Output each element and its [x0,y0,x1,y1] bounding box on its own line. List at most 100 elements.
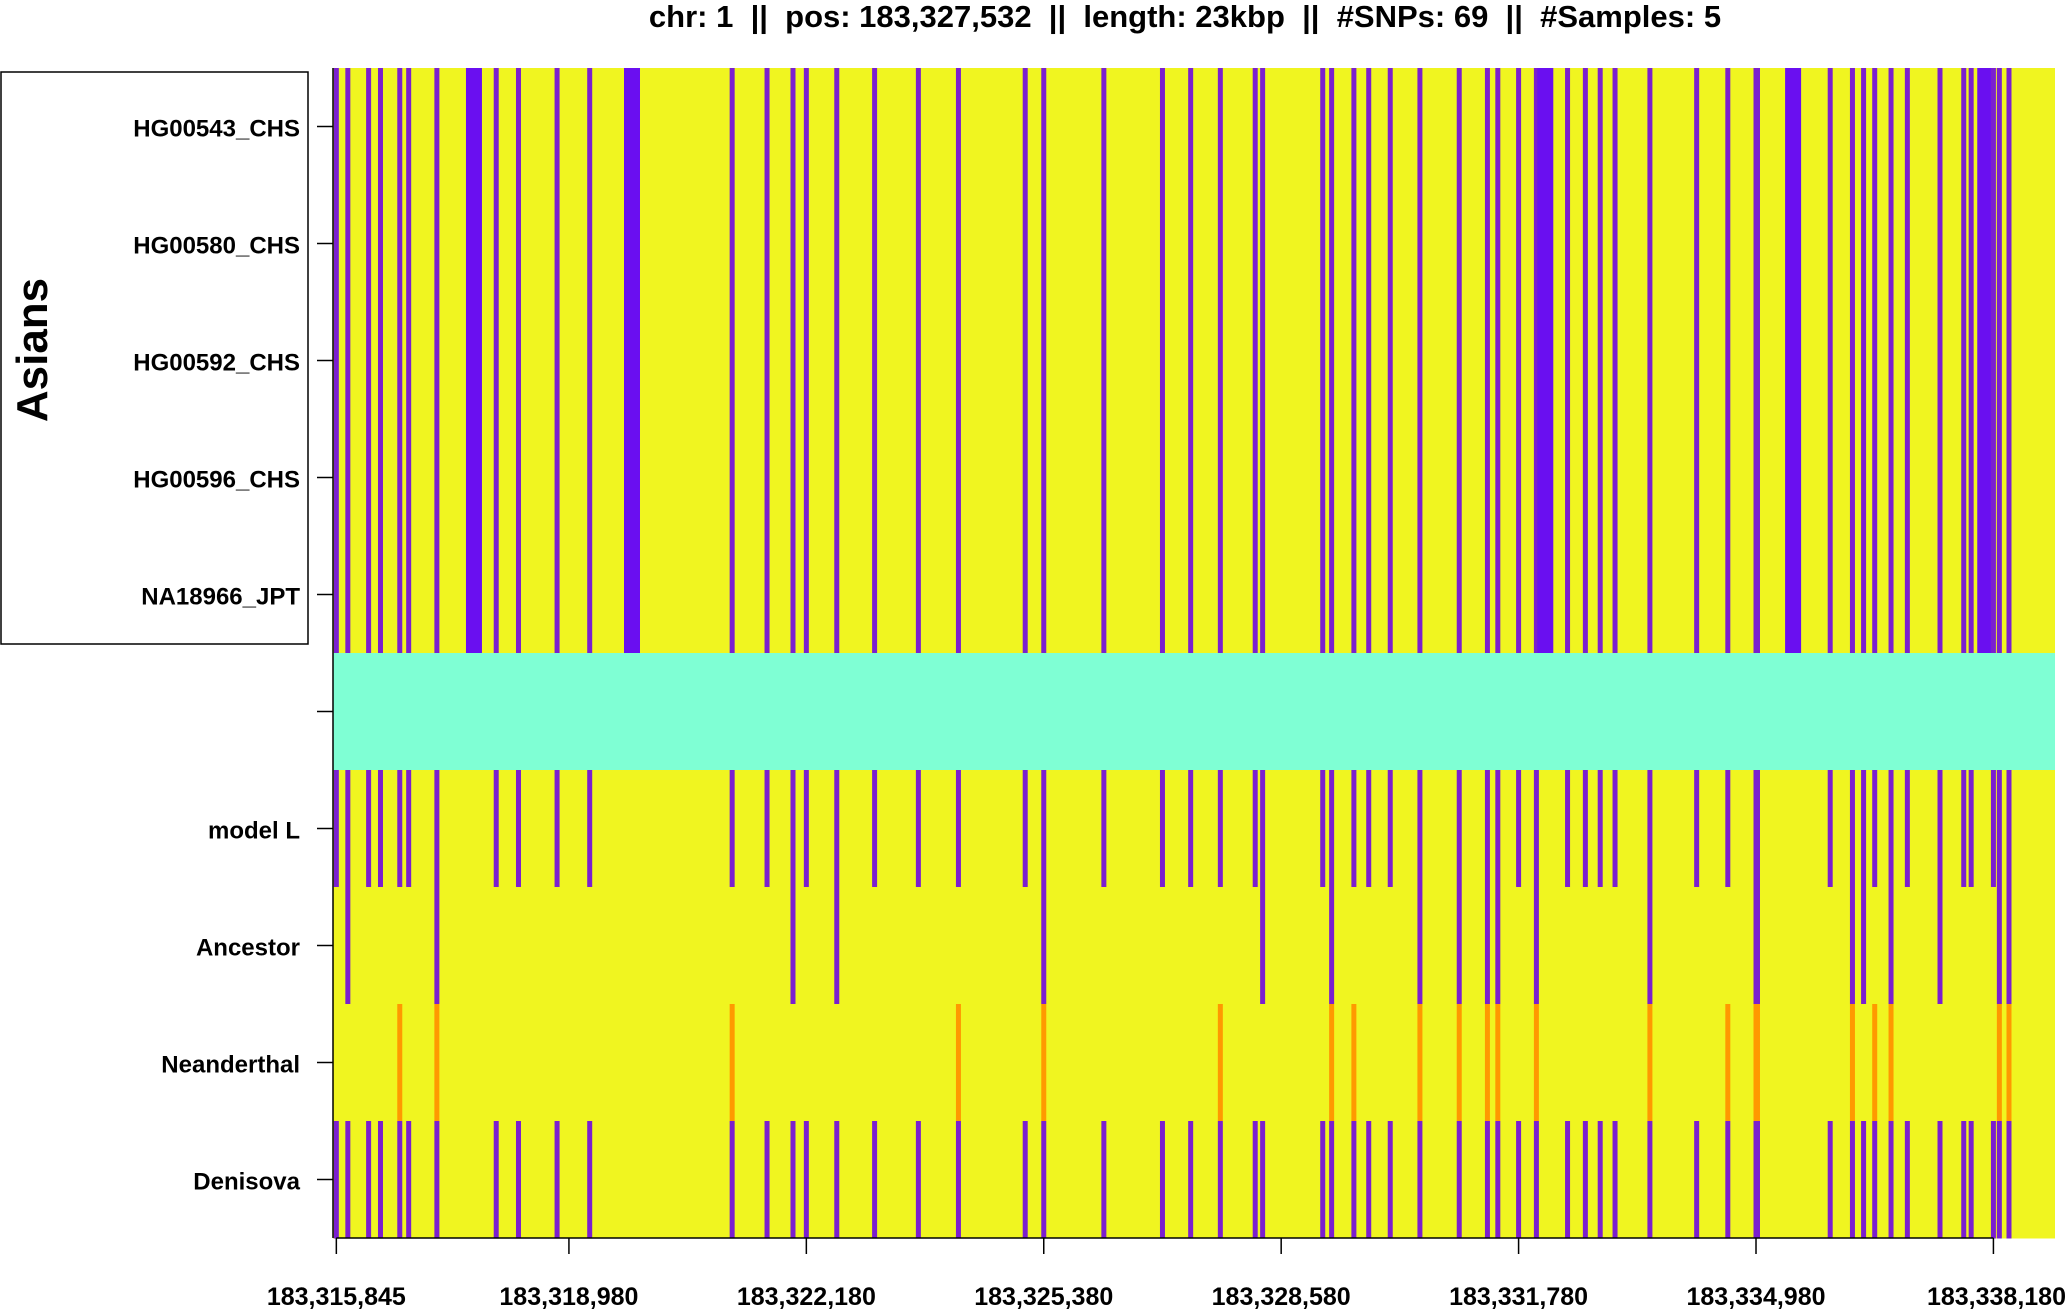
snp-cell-hg00580-chs [2006,185,2012,303]
snp-cell-hg00596-chs [729,419,735,537]
snp-cell-hg00580-chs [1188,185,1194,303]
snp-cell-hg00592-chs [1217,302,1223,420]
snp-cell-hg00543-chs [515,68,521,186]
snp-cell-na18966-jpt [333,536,339,654]
snp-cell-hg00543-chs [1456,68,1462,186]
snp-cell-hg00543-chs [1387,68,1393,186]
snp-cell-hg00543-chs [1022,68,1028,186]
snp-cell-hg00580-chs [515,185,521,303]
snp-cell-hg00596-chs [1417,419,1423,537]
row-bg-neanderthal [333,1004,2055,1122]
snp-cell-model-l [1827,770,1833,888]
snp-cell-na18966-jpt [377,536,383,654]
snp-cell-model-l [1041,770,1047,888]
snp-cell-denisova [1996,1121,2002,1239]
snp-cell-na18966-jpt [493,536,499,654]
snp-cell-na18966-jpt [1904,536,1910,654]
snp-cell-hg00592-chs [1351,302,1357,420]
snp-cell-model-l [1101,770,1107,888]
snp-cell-na18966-jpt [1516,536,1522,654]
snp-cell-hg00543-chs [1937,68,1943,186]
snp-cell-hg00592-chs [1252,302,1258,420]
snp-cell-hg00592-chs [623,302,640,420]
snp-cell-na18966-jpt [1417,536,1423,654]
snp-cell-na18966-jpt [1754,536,1760,654]
x-tick-label: 183,334,980 [1686,1283,1825,1311]
snp-cell-hg00543-chs [1754,68,1760,186]
snp-cell-hg00592-chs [1188,302,1194,420]
snp-cell-hg00580-chs [1484,185,1490,303]
snp-cell-denisova [915,1121,921,1239]
snp-cell-model-l [1990,770,1996,888]
snp-cell-neanderthal [1754,1004,1760,1122]
snp-cell-denisova [1533,1121,1539,1239]
snp-cell-hg00596-chs [1849,419,1855,537]
snp-cell-hg00580-chs [915,185,921,303]
snp-cell-hg00596-chs [790,419,796,537]
snp-cell-hg00543-chs [345,68,351,186]
snp-cell-model-l [1516,770,1522,888]
snp-cell-ancestor [1329,887,1335,1005]
snp-cell-model-l [1861,770,1867,888]
snp-cell-na18966-jpt [1387,536,1393,654]
snp-cell-denisova [790,1121,796,1239]
x-tick-label: 183,318,980 [499,1283,638,1311]
snp-cell-ancestor [1484,887,1490,1005]
snp-cell-na18966-jpt [729,536,735,654]
snp-cell-na18966-jpt [1041,536,1047,654]
row-bg-hg00580-chs [333,185,2055,303]
snp-cell-hg00580-chs [1565,185,1571,303]
snp-cell-hg00596-chs [1937,419,1943,537]
snp-cell-hg00580-chs [1582,185,1588,303]
snp-cell-hg00596-chs [872,419,878,537]
snp-cell-denisova [1990,1121,1996,1239]
snp-cell-hg00543-chs [1351,68,1357,186]
snp-cell-denisova [1484,1121,1490,1239]
snp-cell-hg00596-chs [1366,419,1372,537]
snp-cell-ancestor [1861,887,1867,1005]
snp-cell-neanderthal [1041,1004,1047,1122]
x-tick-label: 183,328,580 [1212,1283,1351,1311]
snp-cell-hg00580-chs [834,185,840,303]
snp-cell-model-l [434,770,440,888]
snp-cell-hg00596-chs [1904,419,1910,537]
snp-cell-na18966-jpt [1647,536,1653,654]
snp-cell-hg00592-chs [1041,302,1047,420]
snp-cell-hg00592-chs [434,302,440,420]
snp-cell-na18966-jpt [1597,536,1603,654]
snp-cell-hg00580-chs [333,185,339,303]
snp-cell-hg00543-chs [1990,68,1996,186]
snp-cell-hg00580-chs [465,185,482,303]
snp-cell-hg00592-chs [1725,302,1731,420]
snp-cell-hg00580-chs [1329,185,1335,303]
snp-cell-hg00592-chs [366,302,372,420]
snp-cell-hg00580-chs [434,185,440,303]
snp-cell-neanderthal [955,1004,961,1122]
snp-cell-hg00592-chs [1456,302,1462,420]
snp-cell-model-l [803,770,809,888]
snp-cell-hg00592-chs [1861,302,1867,420]
snp-cell-denisova [1888,1121,1894,1239]
snp-cell-hg00543-chs [1612,68,1618,186]
snp-cell-denisova [1849,1121,1855,1239]
snp-cell-model-l [1329,770,1335,888]
snp-cell-hg00596-chs [406,419,412,537]
snp-cell-na18966-jpt [790,536,796,654]
snp-cell-denisova [1320,1121,1326,1239]
row-bg-ancestor [333,887,2055,1005]
snp-cell-hg00543-chs [764,68,770,186]
snp-cell-hg00596-chs [1565,419,1571,537]
snp-cell-na18966-jpt [1351,536,1357,654]
snp-cell-hg00592-chs [1990,302,1996,420]
snp-cell-hg00543-chs [1417,68,1423,186]
snp-cell-hg00592-chs [1888,302,1894,420]
snp-cell-hg00596-chs [366,419,372,537]
snp-cell-hg00596-chs [803,419,809,537]
snp-cell-hg00543-chs [1827,68,1833,186]
snp-cell-hg00543-chs [955,68,961,186]
snp-cell-ancestor [1888,887,1894,1005]
row-label: HG00592_CHS [133,350,300,377]
snp-cell-denisova [1861,1121,1867,1239]
snp-cell-denisova [1252,1121,1258,1239]
snp-cell-hg00580-chs [1754,185,1760,303]
